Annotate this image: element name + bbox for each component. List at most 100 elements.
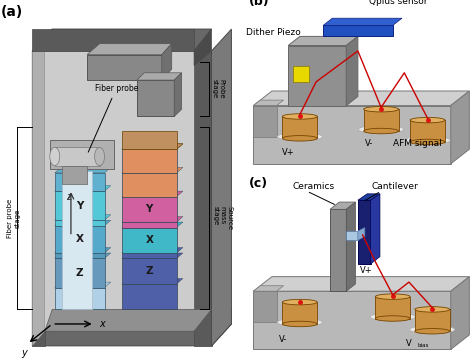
Ellipse shape [283,114,317,119]
Bar [55,226,105,253]
Text: (b): (b) [249,0,269,8]
Text: V-: V- [279,335,288,344]
Text: Qplus sensor: Qplus sensor [370,0,428,5]
Text: Z: Z [76,268,83,278]
Polygon shape [346,202,356,291]
Text: Fiber probe: Fiber probe [88,84,138,152]
Bar [137,80,174,116]
Ellipse shape [283,135,317,141]
Text: x: x [100,319,105,329]
Polygon shape [55,186,111,191]
Bar [45,51,194,331]
Polygon shape [122,253,183,258]
Ellipse shape [277,318,322,327]
Text: z: z [66,191,71,202]
Bar [122,222,177,228]
Polygon shape [253,106,451,164]
Ellipse shape [410,139,445,145]
Polygon shape [137,73,182,80]
Ellipse shape [283,299,317,305]
Ellipse shape [50,147,60,166]
Polygon shape [358,194,380,200]
Polygon shape [122,217,183,222]
Polygon shape [283,116,317,138]
Polygon shape [32,29,211,51]
Polygon shape [451,91,469,164]
Polygon shape [288,46,346,106]
Polygon shape [87,44,172,55]
Polygon shape [288,36,358,46]
Text: Z: Z [146,266,153,276]
Polygon shape [358,228,365,240]
Bar [122,131,177,149]
Polygon shape [55,215,111,220]
Text: y: y [21,348,27,358]
Polygon shape [32,51,45,346]
Polygon shape [283,302,317,324]
Bar [293,66,309,82]
Bar [122,173,177,197]
Polygon shape [253,286,283,291]
Bar [62,171,92,309]
Polygon shape [55,167,111,173]
Ellipse shape [364,106,399,112]
Text: X: X [146,235,153,245]
Bar [55,288,105,309]
Polygon shape [122,144,183,149]
Polygon shape [346,36,358,106]
Polygon shape [194,51,211,346]
Bar [55,173,105,191]
Polygon shape [330,209,346,291]
Polygon shape [253,106,277,136]
Text: (c): (c) [249,178,268,190]
Text: Source
mass
stage: Source mass stage [213,206,233,230]
Polygon shape [358,200,371,264]
Polygon shape [122,248,183,253]
Bar [87,55,162,80]
Polygon shape [253,100,283,106]
Text: (a): (a) [1,5,24,19]
Ellipse shape [375,316,410,321]
Ellipse shape [370,313,415,321]
Text: Cantilever: Cantilever [372,182,419,191]
Polygon shape [451,277,469,349]
Ellipse shape [405,136,450,145]
Ellipse shape [415,306,450,312]
Polygon shape [410,120,445,142]
Ellipse shape [364,128,399,134]
Polygon shape [375,297,410,318]
Polygon shape [253,291,277,322]
Polygon shape [55,220,111,226]
Text: Ceramics: Ceramics [293,182,335,191]
Polygon shape [122,222,183,228]
Ellipse shape [283,321,317,327]
Bar [55,220,105,226]
Polygon shape [253,291,451,349]
Polygon shape [415,309,450,331]
Text: X: X [76,234,83,244]
Polygon shape [346,231,358,240]
Polygon shape [253,91,469,106]
Polygon shape [330,202,356,209]
Text: Y: Y [146,204,153,214]
Polygon shape [55,248,111,253]
Text: Y: Y [76,201,83,211]
Polygon shape [32,324,231,346]
Polygon shape [371,194,380,264]
Bar [122,228,177,253]
Text: Probe
stage: Probe stage [211,79,225,99]
Bar [55,253,105,258]
Bar [122,253,177,258]
Polygon shape [323,18,402,25]
Ellipse shape [410,325,455,334]
Ellipse shape [95,147,105,166]
Text: V-: V- [365,139,374,147]
Polygon shape [122,144,183,149]
Text: Dither Piezo: Dither Piezo [246,28,301,36]
Text: V+: V+ [282,148,294,157]
Bar [55,191,105,220]
Polygon shape [32,29,194,51]
Ellipse shape [277,132,322,141]
Polygon shape [122,167,183,173]
Text: bias: bias [417,343,428,348]
